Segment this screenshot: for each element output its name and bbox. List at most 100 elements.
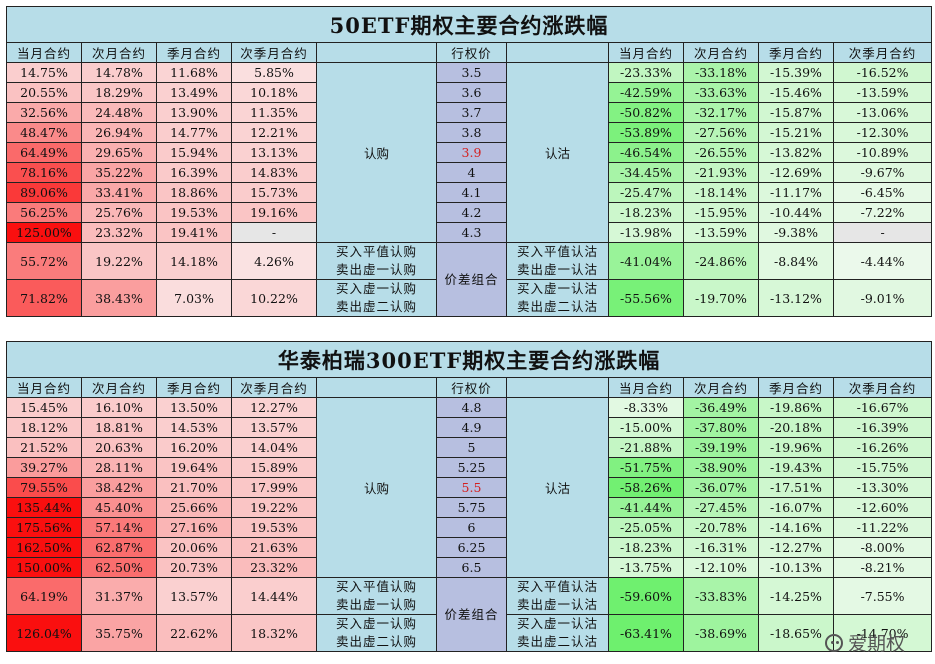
table-title: 华泰柏瑞300ETF期权主要合约涨跌幅 <box>5 341 933 378</box>
put-spread-label: 买入虚一认沽 卖出虚二认沽 <box>506 614 609 652</box>
table-title: 50ETF期权主要合约涨跌幅 <box>5 6 933 43</box>
strike-price: 4.2 <box>436 202 507 223</box>
call-spread-cell: 31.37% <box>81 577 157 615</box>
call-spread-cell: 7.03% <box>156 279 232 317</box>
call-spread-cell: 14.18% <box>156 242 232 280</box>
call-change-cell: 16.10% <box>81 397 157 418</box>
put-change-cell: -9.67% <box>832 162 933 183</box>
column-header: 当月合约 <box>6 42 82 63</box>
call-change-cell: 5.85% <box>231 62 317 83</box>
call-change-cell: 13.90% <box>156 102 232 123</box>
strike-price: 4.8 <box>436 397 507 418</box>
column-header: 季月合约 <box>156 42 232 63</box>
put-spread-cell: -38.69% <box>683 614 759 652</box>
spread-label: 价差组合 <box>436 242 507 317</box>
call-change-cell: 19.22% <box>231 497 317 518</box>
call-change-cell: 48.47% <box>6 122 82 143</box>
call-change-cell: 19.53% <box>156 202 232 223</box>
call-change-cell: 20.73% <box>156 557 232 578</box>
put-change-cell: -41.44% <box>608 497 684 518</box>
put-label: 认沽 <box>506 397 609 578</box>
column-header <box>316 42 437 63</box>
call-change-cell: 16.20% <box>156 437 232 458</box>
put-spread-cell: -24.86% <box>683 242 759 280</box>
put-change-cell: -12.60% <box>832 497 933 518</box>
strike-price: 3.7 <box>436 102 507 123</box>
strike-price: 4.3 <box>436 222 507 243</box>
put-change-cell: -15.75% <box>832 457 933 478</box>
call-label: 认购 <box>316 397 437 578</box>
call-change-cell: 56.25% <box>6 202 82 223</box>
strike-price: 6 <box>436 517 507 538</box>
call-change-cell: 32.56% <box>6 102 82 123</box>
put-spread-cell: -33.83% <box>683 577 759 615</box>
call-change-cell: 33.41% <box>81 182 157 203</box>
call-change-cell: 38.42% <box>81 477 157 498</box>
put-change-cell: -10.44% <box>758 202 834 223</box>
put-change-cell: -8.00% <box>832 537 933 558</box>
strike-price: 5.25 <box>436 457 507 478</box>
put-change-cell: -15.46% <box>758 82 834 103</box>
call-change-cell: 64.49% <box>6 142 82 163</box>
put-change-cell: -7.22% <box>832 202 933 223</box>
put-change-cell: -50.82% <box>608 102 684 123</box>
strike-price: 4.9 <box>436 417 507 438</box>
call-change-cell: 11.35% <box>231 102 317 123</box>
column-header <box>316 377 437 398</box>
watermark-text: 爱期权 <box>847 633 905 655</box>
column-header: 季月合约 <box>758 42 834 63</box>
call-change-cell: 15.94% <box>156 142 232 163</box>
call-spread-label: 买入平值认购 卖出虚一认购 <box>316 242 437 280</box>
call-change-cell: 15.73% <box>231 182 317 203</box>
put-change-cell: -15.21% <box>758 122 834 143</box>
call-change-cell: 16.39% <box>156 162 232 183</box>
put-change-cell: -33.18% <box>683 62 759 83</box>
put-change-cell: -10.13% <box>758 557 834 578</box>
strike-price: 4.1 <box>436 182 507 203</box>
column-header: 次季月合约 <box>231 377 317 398</box>
call-change-cell: 14.53% <box>156 417 232 438</box>
put-spread-cell: -8.84% <box>758 242 834 280</box>
call-change-cell: 25.76% <box>81 202 157 223</box>
column-header: 当月合约 <box>608 42 684 63</box>
strike-price: 6.25 <box>436 537 507 558</box>
column-header: 季月合约 <box>758 377 834 398</box>
put-spread-label: 买入虚一认沽 卖出虚二认沽 <box>506 279 609 317</box>
put-change-cell: -6.45% <box>832 182 933 203</box>
table-300etf: 华泰柏瑞300ETF期权主要合约涨跌幅 当月合约 次月合约 季月合约 次季月合约 行权价当… <box>5 341 933 652</box>
strike-price: 3.8 <box>436 122 507 143</box>
put-change-cell: -13.59% <box>683 222 759 243</box>
call-change-cell: 13.57% <box>231 417 317 438</box>
put-spread-cell: -14.25% <box>758 577 834 615</box>
put-change-cell: -38.90% <box>683 457 759 478</box>
strike-price: 3.5 <box>436 62 507 83</box>
call-spread-cell: 19.22% <box>81 242 157 280</box>
watermark: 爱期权 <box>824 629 905 656</box>
column-header: 次月合约 <box>81 42 157 63</box>
call-change-cell: 62.50% <box>81 557 157 578</box>
strike-price: 5.75 <box>436 497 507 518</box>
call-spread-cell: 126.04% <box>6 614 82 652</box>
call-change-cell: 125.00% <box>6 222 82 243</box>
call-change-cell: 20.06% <box>156 537 232 558</box>
column-header <box>506 377 609 398</box>
call-change-cell: 62.87% <box>81 537 157 558</box>
put-change-cell: -17.51% <box>758 477 834 498</box>
put-change-cell: -36.49% <box>683 397 759 418</box>
column-header: 次季月合约 <box>832 377 933 398</box>
put-change-cell: -53.89% <box>608 122 684 143</box>
call-change-cell: 14.78% <box>81 62 157 83</box>
put-change-cell: -19.86% <box>758 397 834 418</box>
put-change-cell: -18.23% <box>608 537 684 558</box>
call-change-cell: 21.52% <box>6 437 82 458</box>
put-change-cell: -16.26% <box>832 437 933 458</box>
call-spread-label: 买入平值认购 卖出虚一认购 <box>316 577 437 615</box>
put-change-cell: -36.07% <box>683 477 759 498</box>
call-change-cell: 79.55% <box>6 477 82 498</box>
put-change-cell: -9.38% <box>758 222 834 243</box>
call-change-cell: 57.14% <box>81 517 157 538</box>
call-spread-cell: 18.32% <box>231 614 317 652</box>
put-change-cell: -8.21% <box>832 557 933 578</box>
put-spread-cell: -13.12% <box>758 279 834 317</box>
put-change-cell: -19.43% <box>758 457 834 478</box>
